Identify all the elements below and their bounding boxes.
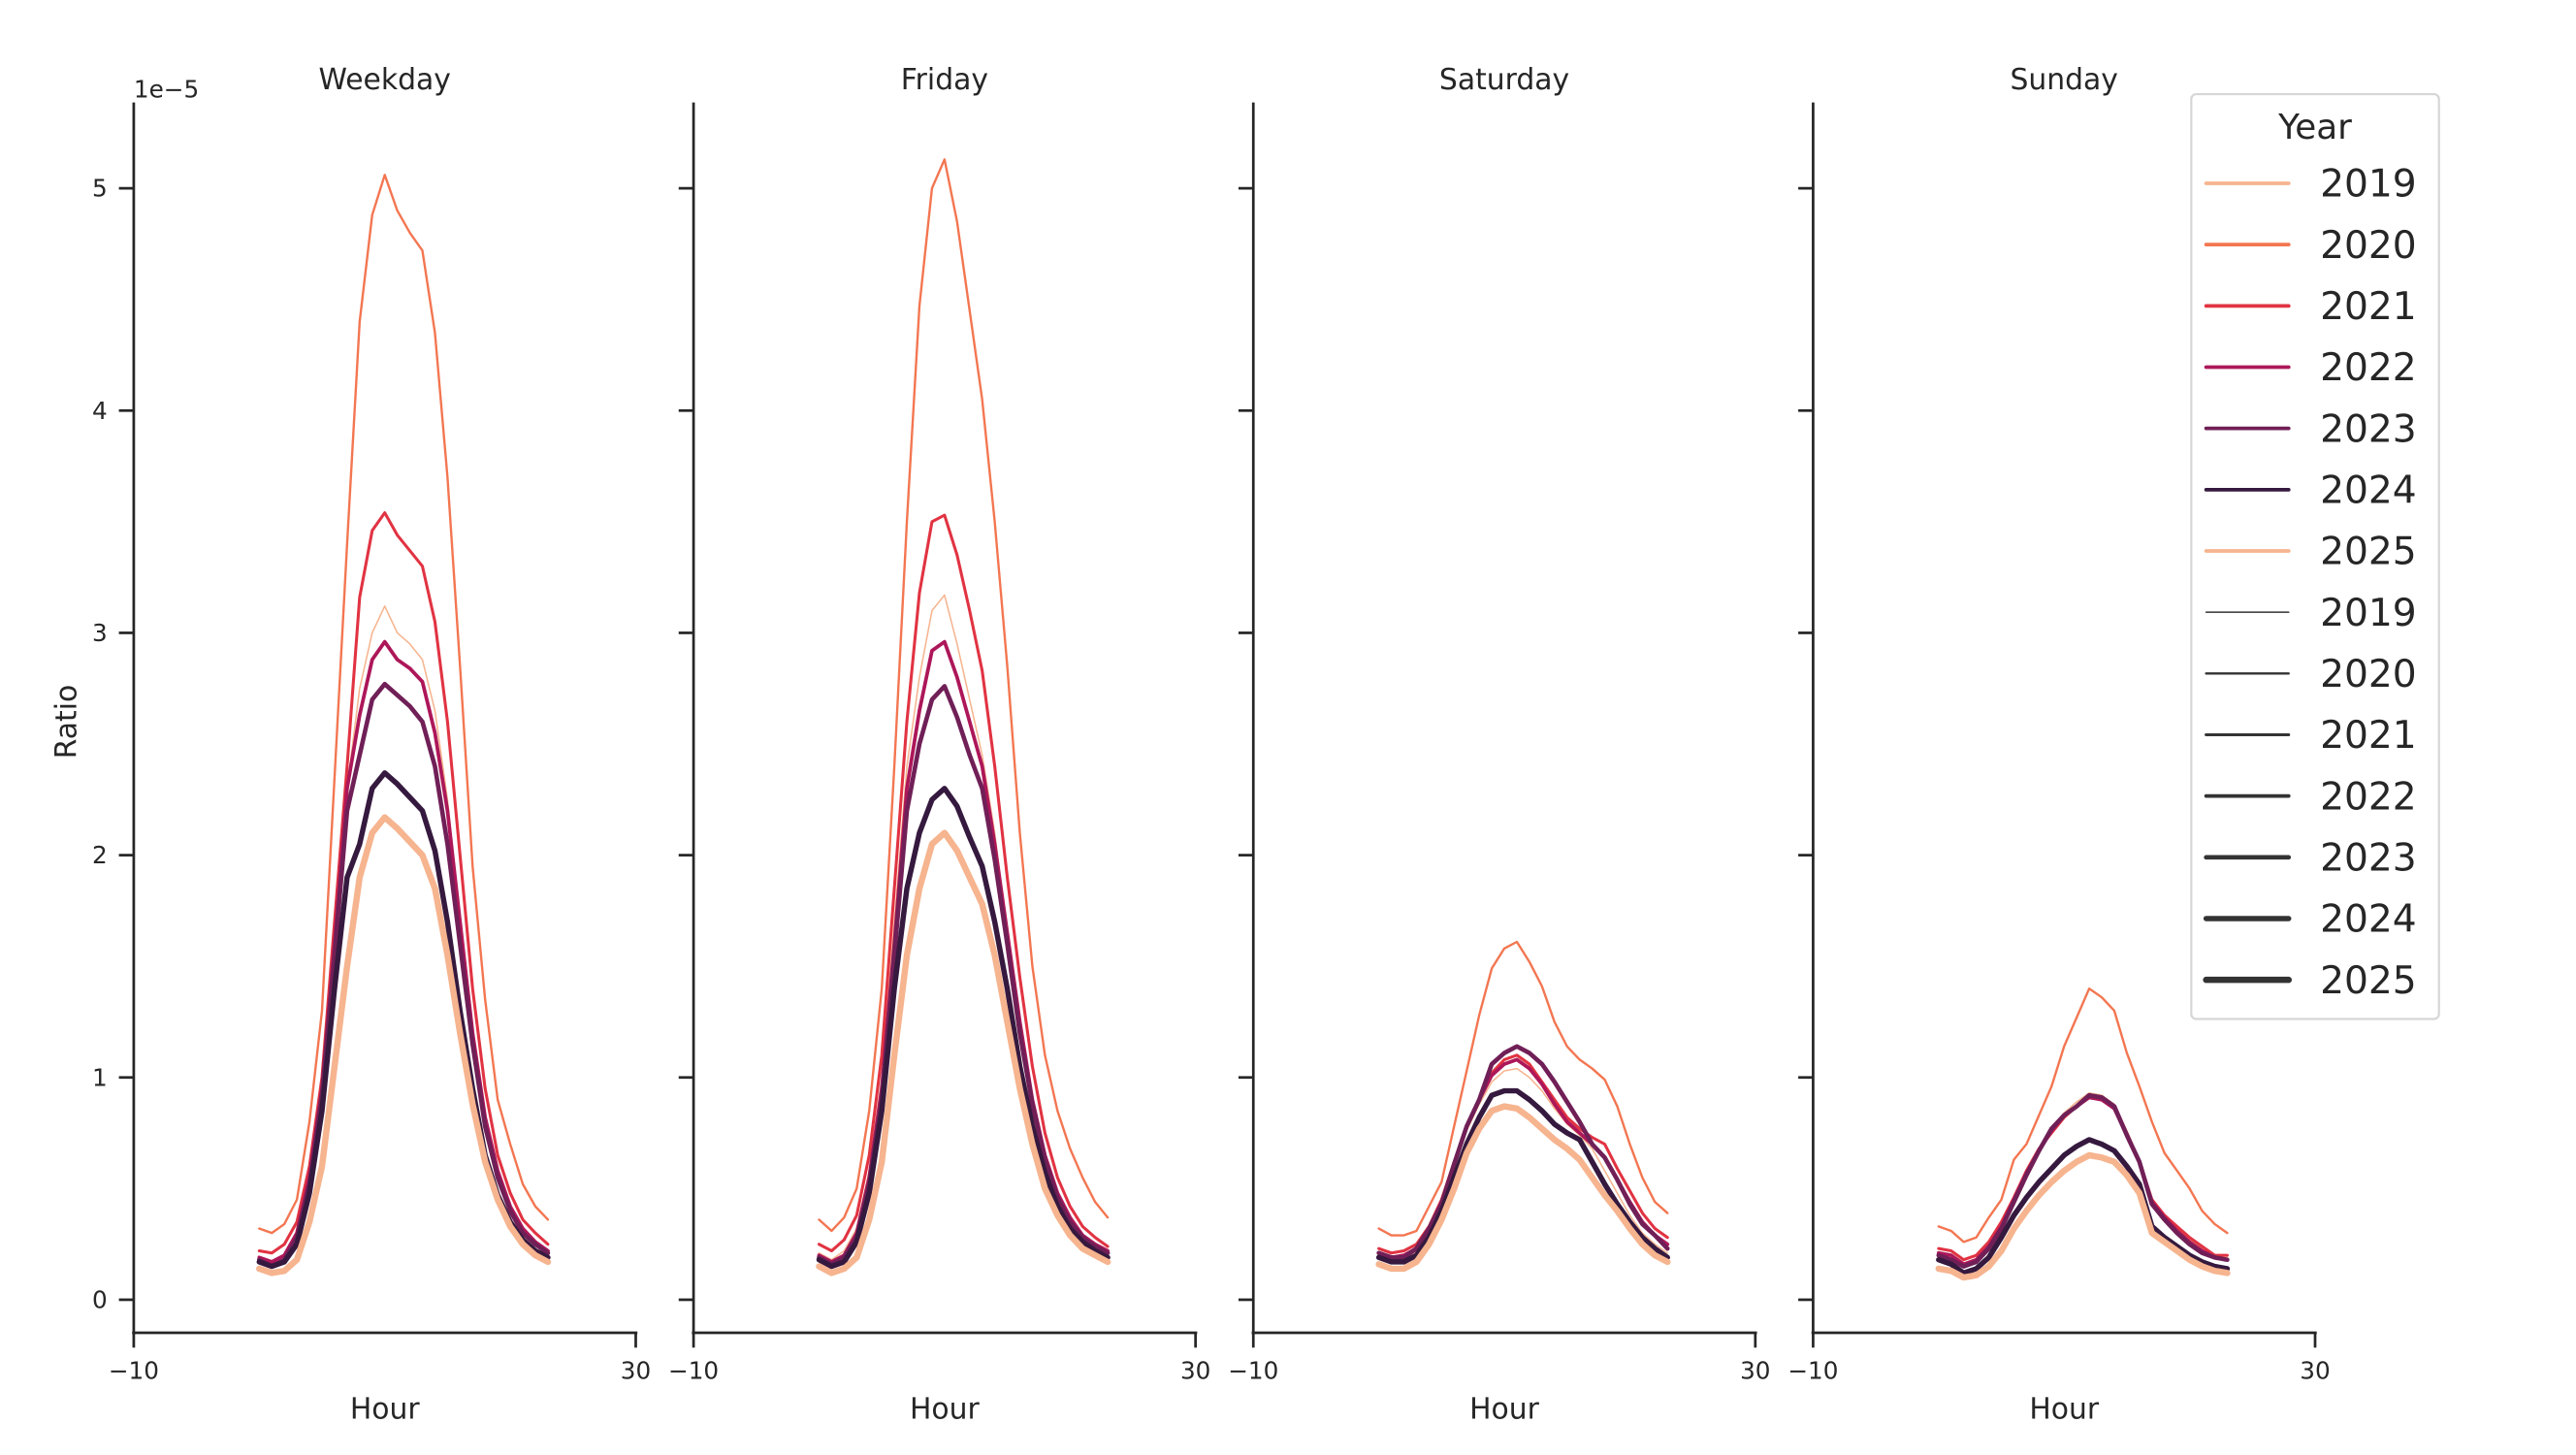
series-line-2021: [257, 511, 550, 1255]
series-group: [256, 174, 552, 1277]
panel-sunday: Sunday −10 30 Hour: [1787, 63, 2330, 1427]
x-tick-label: 30: [2300, 1357, 2330, 1385]
y-offset-label: 1e−5: [134, 75, 199, 103]
legend: Year 2019 2020 2021 2022 2023 2024 2025 2019 202…: [2190, 92, 2440, 1020]
legend-label: 2021: [2320, 714, 2417, 758]
legend-label: 2024: [2320, 898, 2417, 942]
y-tick-label: 5: [92, 175, 108, 203]
panel-title: Friday: [901, 63, 988, 97]
legend-label: 2023: [2320, 836, 2417, 880]
series-line-2024: [1375, 1087, 1670, 1265]
x-tick-label: −10: [668, 1357, 719, 1385]
series-group: [1375, 940, 1671, 1273]
series-line-2021: [817, 513, 1110, 1253]
panel-saturday: Saturday −10 30 Hour: [1228, 63, 1770, 1427]
x-tick-label: 30: [1740, 1357, 1770, 1385]
panel-friday: Friday −10 30 Hour: [668, 63, 1210, 1427]
series-line-2025: [1375, 1103, 1671, 1273]
y-tick-label: 2: [92, 841, 108, 869]
legend-label: 2025: [2320, 959, 2417, 1003]
legend-label: 2020: [2320, 224, 2417, 268]
series-line-2022: [1376, 1057, 1670, 1260]
legend-label: 2022: [2320, 346, 2417, 390]
series-line-2024: [1936, 1137, 2231, 1277]
x-axis-label: Hour: [910, 1393, 980, 1427]
series-line-2023: [1936, 1092, 2230, 1269]
series-line-2020: [1377, 940, 1669, 1237]
legend-frame: [2190, 92, 2440, 1020]
series-line-2025: [816, 829, 1111, 1277]
series-line-2020: [1937, 986, 2229, 1244]
legend-label: 2022: [2320, 775, 2417, 819]
x-tick-label: −10: [1787, 1357, 1838, 1385]
legend-label: 2025: [2320, 531, 2417, 574]
series-group: [1935, 986, 2231, 1281]
legend-label: 2024: [2320, 469, 2417, 512]
x-axis-label: Hour: [2029, 1393, 2099, 1427]
x-tick-label: −10: [109, 1357, 159, 1385]
panel-weekday: Weekday 0 1 2 3 4 5 −10 30 Hour: [92, 63, 651, 1427]
y-axis-label: Ratio: [49, 685, 83, 759]
y-tick-label: 1: [92, 1063, 108, 1091]
panel-title: Saturday: [1439, 63, 1569, 97]
series-group: [816, 158, 1111, 1277]
legend-label: 2021: [2320, 285, 2417, 329]
legend-label: 2020: [2320, 653, 2417, 696]
x-tick-label: −10: [1228, 1357, 1278, 1385]
panel-title: Sunday: [2010, 63, 2117, 97]
x-axis-label: Hour: [1469, 1393, 1539, 1427]
y-tick-label: 3: [92, 619, 108, 647]
legend-label: 2019: [2320, 163, 2417, 207]
series-line-2020: [258, 174, 550, 1235]
x-axis-label: Hour: [350, 1393, 420, 1427]
panel-title: Weekday: [319, 63, 451, 97]
y-tick-label: 4: [92, 397, 108, 425]
legend-label: 2019: [2320, 592, 2417, 635]
series-line-2024: [816, 786, 1111, 1270]
series-line-2023: [817, 684, 1111, 1267]
x-tick-label: 30: [1180, 1357, 1210, 1385]
legend-title: Year: [2277, 108, 2352, 147]
series-line-2023: [1376, 1044, 1670, 1260]
x-tick-label: 30: [621, 1357, 651, 1385]
series-line-2025: [256, 814, 552, 1277]
series-line-2020: [818, 158, 1110, 1233]
legend-label: 2023: [2320, 407, 2417, 451]
series-line-2025: [1935, 1151, 2231, 1281]
y-tick-label: 0: [92, 1285, 108, 1313]
